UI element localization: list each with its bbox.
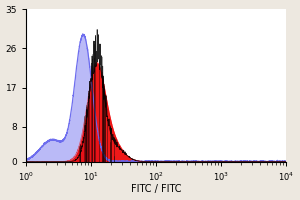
- X-axis label: FITC / FITC: FITC / FITC: [131, 184, 182, 194]
